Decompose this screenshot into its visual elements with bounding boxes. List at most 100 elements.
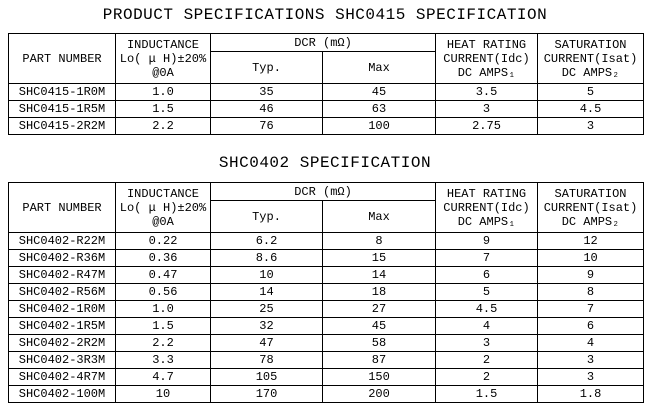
part-number-cell: SHC0402-100M	[8, 385, 116, 403]
col-header-part-number: PART NUMBER	[8, 182, 116, 233]
value-cell: 0.56	[115, 283, 211, 301]
value-cell: 2.75	[435, 117, 539, 135]
table-row: SHC0402-1R0M 1.0 25 27 4.5 7	[8, 300, 645, 318]
table-row: SHC0415-1R0M 1.0 35 45 3.5 5	[8, 83, 645, 101]
shc0415-table-body: SHC0415-1R0M 1.0 35 45 3.5 5 SHC0415-1R5M 1.5 46…	[8, 83, 645, 135]
value-cell: 3	[537, 117, 645, 135]
value-cell: 6	[435, 266, 539, 284]
value-cell: 3.3	[115, 351, 211, 369]
table-row: SHC0402-4R7M 4.7 105 150 2 3	[8, 368, 645, 386]
value-cell: 1.5	[115, 317, 211, 335]
value-cell: 0.22	[115, 232, 211, 250]
value-cell: 100	[321, 117, 437, 135]
col-header-heat-rating: HEAT RATING CURRENT(Idc) DC AMPS₁	[435, 33, 539, 84]
value-cell: 10	[210, 266, 323, 284]
value-cell: 12	[537, 232, 645, 250]
col-header-inductance: INDUCTANCE Lo( μ H)±20% @0A	[115, 182, 211, 233]
value-cell: 1.5	[115, 100, 211, 118]
value-cell: 78	[210, 351, 323, 369]
value-cell: 0.47	[115, 266, 211, 284]
value-cell: 25	[210, 300, 323, 318]
shc0402-spec-table: PART NUMBER INDUCTANCE Lo( μ H)±20% @0A …	[8, 182, 645, 403]
value-cell: 9	[435, 232, 539, 250]
value-cell: 7	[435, 249, 539, 267]
table-row: SHC0415-1R5M 1.5 46 63 3 4.5	[8, 100, 645, 118]
value-cell: 87	[321, 351, 437, 369]
part-number-cell: SHC0415-1R5M	[8, 100, 116, 118]
table-row: SHC0402-R47M 0.47 10 14 6 9	[8, 266, 645, 284]
value-cell: 5	[537, 83, 645, 101]
value-cell: 4.7	[115, 368, 211, 386]
value-cell: 105	[210, 368, 323, 386]
part-number-cell: SHC0402-R47M	[8, 266, 116, 284]
value-cell: 200	[321, 385, 437, 403]
value-cell: 9	[537, 266, 645, 284]
value-cell: 1.8	[537, 385, 645, 403]
value-cell: 2	[435, 368, 539, 386]
value-cell: 27	[321, 300, 437, 318]
value-cell: 3	[435, 334, 539, 352]
value-cell: 1.5	[435, 385, 539, 403]
shc0402-table-body: SHC0402-R22M 0.22 6.2 8 9 12 SHC0402-R36M 0.36 8…	[8, 232, 645, 403]
value-cell: 150	[321, 368, 437, 386]
value-cell: 47	[210, 334, 323, 352]
value-cell: 45	[321, 83, 437, 101]
value-cell: 35	[210, 83, 323, 101]
value-cell: 3	[537, 351, 645, 369]
value-cell: 4	[435, 317, 539, 335]
col-header-dcr-typ: Typ.	[210, 200, 323, 233]
value-cell: 7	[537, 300, 645, 318]
table-row: SHC0415-2R2M 2.2 76 100 2.75 3	[8, 117, 645, 135]
value-cell: 4	[537, 334, 645, 352]
value-cell: 14	[321, 266, 437, 284]
part-number-cell: SHC0402-2R2M	[8, 334, 116, 352]
table-row: SHC0402-R22M 0.22 6.2 8 9 12	[8, 232, 645, 250]
value-cell: 15	[321, 249, 437, 267]
value-cell: 58	[321, 334, 437, 352]
value-cell: 10	[115, 385, 211, 403]
shc0402-section-title: SHC0402 SPECIFICATION	[218, 154, 432, 172]
value-cell: 18	[321, 283, 437, 301]
part-number-cell: SHC0402-1R0M	[8, 300, 116, 318]
value-cell: 3.5	[435, 83, 539, 101]
col-header-heat-rating: HEAT RATING CURRENT(Idc) DC AMPS₁	[435, 182, 539, 233]
col-header-dcr: DCR (mΩ)	[209, 182, 437, 201]
value-cell: 46	[210, 100, 323, 118]
part-number-cell: SHC0402-R36M	[8, 249, 116, 267]
col-header-saturation: SATURATION CURRENT(Isat) DC AMPS₂	[537, 182, 645, 233]
part-number-cell: SHC0402-R56M	[8, 283, 116, 301]
value-cell: 63	[321, 100, 437, 118]
value-cell: 8	[537, 283, 645, 301]
value-cell: 10	[537, 249, 645, 267]
table-row: SHC0402-2R2M 2.2 47 58 3 4	[8, 334, 645, 352]
col-header-dcr: DCR (mΩ)	[209, 33, 437, 52]
col-header-dcr-typ: Typ.	[210, 51, 323, 84]
col-header-inductance: INDUCTANCE Lo( μ H)±20% @0A	[115, 33, 211, 84]
col-header-saturation: SATURATION CURRENT(Isat) DC AMPS₂	[537, 33, 645, 84]
shc0415-spec-table: PART NUMBER INDUCTANCE Lo( μ H)±20% @0A …	[8, 33, 645, 135]
col-header-dcr-max: Max	[321, 51, 437, 84]
table-row: SHC0402-R36M 0.36 8.6 15 7 10	[8, 249, 645, 267]
value-cell: 8	[321, 232, 437, 250]
value-cell: 5	[435, 283, 539, 301]
value-cell: 0.36	[115, 249, 211, 267]
table-row: SHC0402-3R3M 3.3 78 87 2 3	[8, 351, 645, 369]
value-cell: 4.5	[435, 300, 539, 318]
value-cell: 3	[537, 368, 645, 386]
value-cell: 2	[435, 351, 539, 369]
table-row: SHC0402-R56M 0.56 14 18 5 8	[8, 283, 645, 301]
value-cell: 6.2	[210, 232, 323, 250]
value-cell: 1.0	[115, 300, 211, 318]
col-header-part-number: PART NUMBER	[8, 33, 116, 84]
value-cell: 170	[210, 385, 323, 403]
table-row: SHC0402-1R5M 1.5 32 45 4 6	[8, 317, 645, 335]
part-number-cell: SHC0402-4R7M	[8, 368, 116, 386]
part-number-cell: SHC0402-3R3M	[8, 351, 116, 369]
value-cell: 14	[210, 283, 323, 301]
value-cell: 3	[435, 100, 539, 118]
part-number-cell: SHC0415-1R0M	[8, 83, 116, 101]
value-cell: 2.2	[115, 117, 211, 135]
value-cell: 2.2	[115, 334, 211, 352]
col-header-dcr-max: Max	[321, 200, 437, 233]
